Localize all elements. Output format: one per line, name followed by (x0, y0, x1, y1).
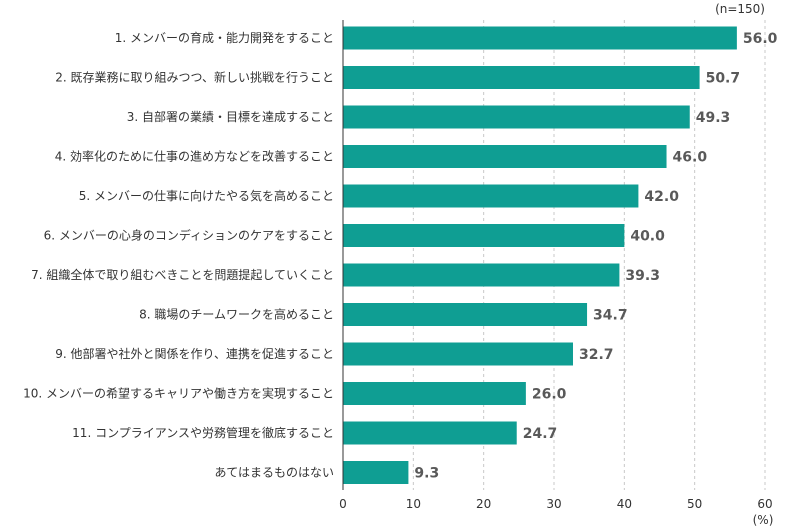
x-tick-label: 60 (757, 497, 772, 511)
value-label: 42.0 (644, 189, 679, 205)
x-tick-label: 30 (546, 497, 561, 511)
x-tick-label: 0 (339, 497, 347, 511)
x-tick-label: 20 (476, 497, 491, 511)
sample-size-label: (n=150) (715, 2, 765, 16)
x-tick-label: 40 (617, 497, 632, 511)
value-label: 24.7 (523, 426, 558, 442)
x-tick-label: 50 (687, 497, 702, 511)
value-label: 46.0 (673, 150, 708, 166)
bar (343, 382, 526, 405)
value-label: 49.3 (696, 110, 731, 126)
category-label: 5. メンバーの仕事に向けたやる気を高めること (79, 188, 334, 203)
category-label: あてはまるものはない (214, 466, 334, 480)
category-label: 2. 既存業務に取り組みつつ、新しい挑戦を行うこと (55, 70, 334, 85)
value-label: 40.0 (630, 229, 665, 245)
value-label: 56.0 (743, 31, 778, 47)
x-tick-label: 10 (406, 497, 421, 511)
bar (343, 342, 573, 366)
value-label: 34.7 (593, 308, 628, 324)
category-label: 8. 職場のチームワークを高めること (139, 307, 334, 322)
bar (343, 66, 700, 89)
value-label: 26.0 (532, 387, 567, 403)
gridlines (412, 20, 766, 490)
bar (343, 105, 690, 129)
value-label: 39.3 (625, 268, 660, 284)
bar (343, 145, 667, 168)
bar (343, 421, 517, 445)
category-label: 1. メンバーの育成・能力開発をすること (115, 30, 334, 45)
bar (343, 184, 639, 208)
unit-label: (%) (753, 513, 774, 527)
category-label: 7. 組織全体で取り組むべきことを問題提起していくこと (31, 267, 334, 282)
x-tick-labels: 0 10 20 30 40 50 60 (339, 497, 772, 511)
bar (343, 263, 620, 287)
category-label: 4. 効率化のために仕事の進め方などを改善すること (55, 149, 334, 164)
category-label: 9. 他部署や社外と関係を作り、連携を促進すること (55, 346, 334, 361)
bar (343, 26, 737, 50)
value-labels: 56.0 50.7 49.3 46.0 42.0 40.0 39.3 34.7 32.7 26.0… (414, 31, 777, 482)
category-label: 6. メンバーの心身のコンディションのケアをすること (44, 228, 334, 243)
value-label: 9.3 (414, 466, 439, 482)
category-label: 3. 自部署の業績・目標を達成すること (127, 109, 334, 124)
bar (343, 303, 588, 326)
value-label: 50.7 (706, 71, 741, 87)
category-label: 10. メンバーの希望するキャリアや働き方を実現すること (23, 386, 334, 401)
bar (343, 224, 625, 247)
bar (343, 461, 409, 484)
value-label: 32.7 (579, 347, 614, 363)
category-labels: 1. メンバーの育成・能力開発をすること 2. 既存業務に取り組みつつ、新しい挑戦… (23, 30, 334, 480)
category-label: 11. コンプライアンスや労務管理を徹底すること (72, 425, 334, 440)
bars (343, 26, 737, 484)
